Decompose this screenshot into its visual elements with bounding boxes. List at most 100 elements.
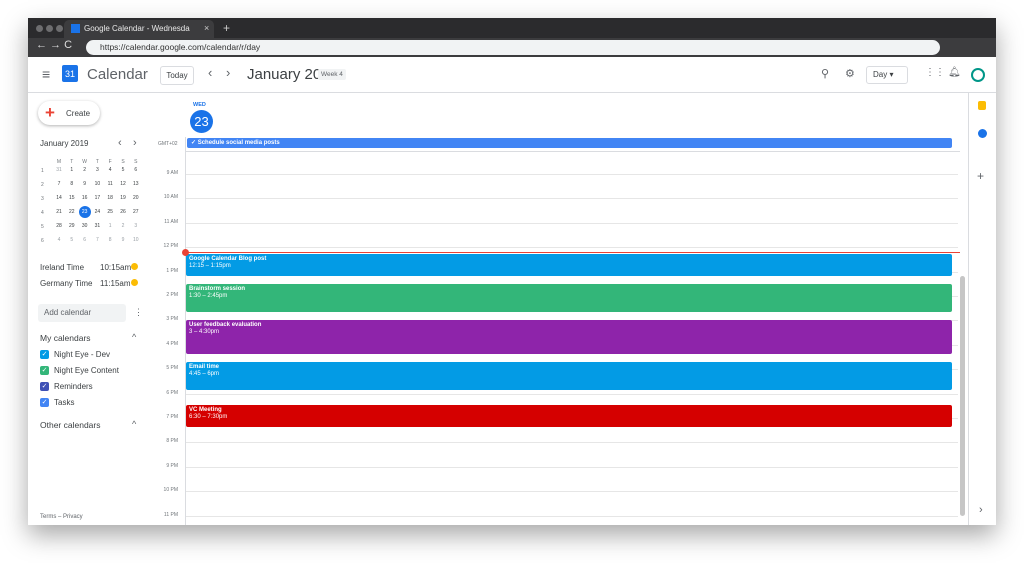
prev-button[interactable]: ‹	[208, 65, 213, 80]
calendar-checkbox[interactable]: ✓	[40, 382, 49, 391]
mini-day[interactable]: 5	[121, 167, 125, 173]
mini-day[interactable]: 10	[94, 181, 101, 187]
mini-next[interactable]: ›	[133, 137, 137, 149]
mini-day[interactable]: 7	[96, 237, 99, 243]
add-addon[interactable]: +	[977, 169, 985, 183]
mini-day[interactable]: 31	[56, 167, 62, 173]
nav-buttons[interactable]: ← → C	[36, 39, 73, 51]
collapse-button[interactable]: ^	[132, 419, 137, 429]
mini-day[interactable]: 26	[120, 209, 126, 215]
create-button[interactable]	[38, 101, 100, 125]
week-number: 2	[41, 182, 44, 188]
week-number: 6	[41, 238, 44, 244]
mini-day[interactable]: 8	[108, 237, 112, 243]
mini-day[interactable]: 1	[108, 223, 112, 229]
hour-label: 7 PM	[166, 414, 178, 420]
window-button[interactable]	[46, 25, 53, 32]
mini-day[interactable]: 19	[120, 195, 126, 201]
mini-day[interactable]: 4	[108, 167, 112, 173]
menu-button[interactable]: ≡	[42, 66, 51, 82]
event[interactable]	[186, 254, 952, 276]
event[interactable]	[186, 284, 952, 312]
tab-close[interactable]: ×	[204, 23, 210, 33]
hour-label: 6 PM	[166, 389, 178, 396]
mini-day[interactable]: 18	[107, 195, 113, 201]
avatar[interactable]	[971, 68, 985, 82]
collapse-button[interactable]: ^	[132, 332, 137, 342]
event-title: Email time	[189, 364, 220, 370]
view-dropdown[interactable]: Day ▾	[866, 66, 908, 84]
mini-day[interactable]: 30	[81, 223, 88, 229]
notifications-button[interactable]: 🔔︎	[948, 67, 961, 78]
mini-day[interactable]: 28	[56, 223, 62, 229]
tab[interactable]	[64, 20, 214, 38]
mini-day[interactable]: 2	[121, 223, 125, 229]
footer: Terms – Privacy	[40, 514, 83, 520]
mini-day[interactable]: 6	[83, 237, 86, 243]
calendar-checkbox[interactable]: ✓	[40, 398, 49, 407]
mini-prev[interactable]: ‹	[118, 137, 122, 149]
apps-button[interactable]: ⋮⋮	[925, 67, 945, 78]
mini-day[interactable]: 2	[83, 167, 86, 173]
all-day-event[interactable]	[187, 138, 952, 148]
mini-day[interactable]: 12	[120, 181, 126, 187]
hour-line	[186, 174, 958, 175]
mini-day[interactable]: 8	[70, 181, 74, 187]
event[interactable]	[186, 320, 952, 354]
window-button[interactable]	[36, 25, 43, 32]
expand-panel[interactable]: ›	[979, 504, 983, 516]
timezone-time: 10:15am	[100, 263, 132, 272]
mini-day[interactable]: 29	[69, 223, 75, 229]
new-tab[interactable]: +	[223, 21, 231, 35]
mini-day[interactable]: 6	[134, 167, 138, 173]
mini-day[interactable]: 24	[94, 209, 101, 215]
event-time: 3 – 4:30pm	[189, 329, 220, 335]
mini-day[interactable]: 27	[133, 209, 139, 215]
event-title: VC Meeting	[189, 407, 222, 413]
event-title: User feedback evaluation	[189, 322, 262, 328]
tab-icon	[71, 24, 80, 33]
window-button[interactable]	[56, 25, 63, 32]
scrollbar[interactable]	[960, 276, 965, 516]
mini-day[interactable]: 10	[133, 237, 139, 243]
mini-day[interactable]: 13	[133, 181, 139, 187]
add-calendar-box[interactable]	[38, 304, 126, 322]
next-button[interactable]: ›	[226, 65, 231, 80]
mini-day[interactable]: 17	[94, 195, 101, 201]
mini-day[interactable]: 25	[107, 209, 113, 215]
today-button[interactable]: Today	[160, 66, 194, 85]
mini-day[interactable]: 20	[133, 195, 139, 201]
keep-icon[interactable]	[978, 101, 986, 110]
mini-day[interactable]: 16	[81, 195, 88, 201]
settings-button[interactable]: ⚙	[845, 68, 855, 80]
period: January 2019	[247, 66, 338, 83]
mini-day[interactable]: 4	[57, 237, 61, 243]
calendar-checkbox[interactable]: ✓	[40, 366, 49, 375]
calendar-name: Night Eye Content	[54, 366, 119, 375]
mini-day[interactable]: 22	[69, 209, 75, 215]
hour-label: 5 PM	[166, 365, 178, 372]
event[interactable]	[186, 362, 952, 390]
mini-day[interactable]: 1	[70, 167, 74, 173]
mini-day[interactable]: 7	[57, 181, 61, 187]
mini-day[interactable]: 9	[83, 181, 86, 187]
mini-day[interactable]: 5	[70, 237, 74, 243]
address-bar[interactable]	[86, 40, 940, 55]
mini-day[interactable]: 14	[56, 195, 62, 201]
search-button[interactable]: ⚲	[821, 68, 830, 80]
mini-day[interactable]: 15	[69, 195, 75, 201]
add-calendar-menu[interactable]: ⋮	[134, 307, 143, 317]
mini-day[interactable]: 23	[78, 206, 91, 218]
calendar-checkbox[interactable]: ✓	[40, 350, 49, 359]
mini-day[interactable]: 3	[96, 167, 99, 173]
mini-day[interactable]: 11	[107, 181, 113, 187]
tasks-icon[interactable]	[978, 129, 987, 138]
event-title: Brainstorm session	[189, 286, 246, 292]
mini-day[interactable]: 31	[94, 223, 101, 229]
all-day-event-text: Schedule social media posts	[197, 140, 280, 146]
event[interactable]	[186, 405, 952, 427]
mini-day[interactable]: 9	[121, 237, 125, 243]
mini-day[interactable]: 21	[56, 209, 62, 215]
mini-day[interactable]: 3	[134, 223, 138, 229]
